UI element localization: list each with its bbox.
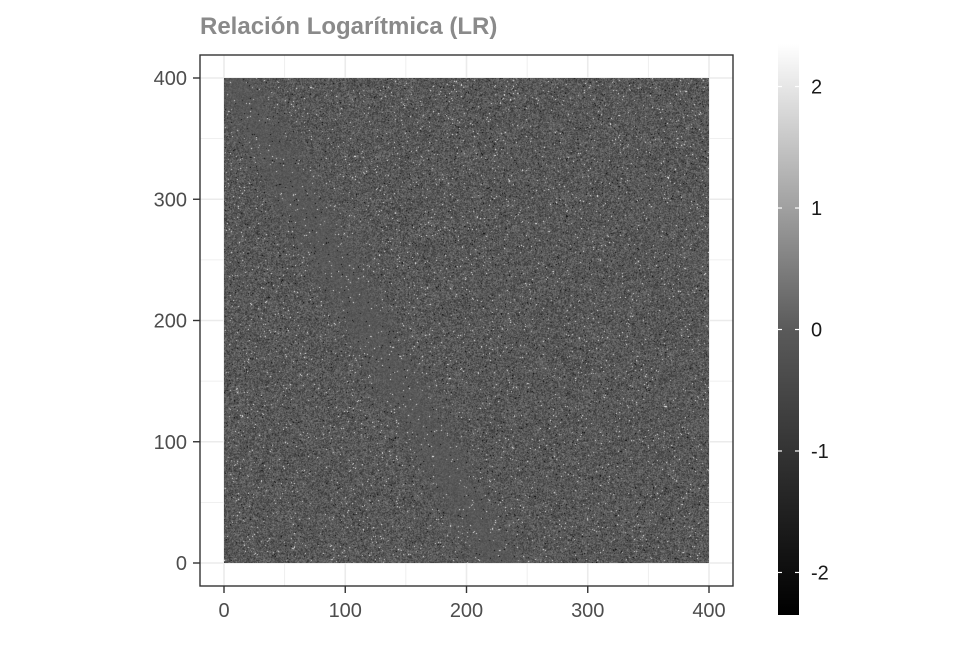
colorbar-label: -2 [811,562,829,584]
y-tick-label: 0 [176,553,187,575]
colorbar-label: 1 [811,198,822,220]
x-tick-label: 0 [218,600,229,622]
colorbar-label: 0 [811,320,822,342]
y-axis: 0 100 200 300 400 [154,68,200,575]
colorbar-label: 2 [811,77,822,99]
colorbar [778,44,799,615]
y-tick-label: 400 [154,68,187,90]
heatmap-image [224,78,709,563]
colorbar-ticks: 2 1 0 -1 -2 [778,77,829,584]
heatmap-raster [224,78,709,563]
x-tick-label: 100 [329,600,362,622]
x-tick-label: 400 [692,600,725,622]
chart-title: Relación Logarítmica (LR) [200,13,497,40]
x-axis: 0 100 200 300 400 [218,586,726,622]
y-tick-label: 100 [154,432,187,454]
x-tick-label: 200 [450,600,483,622]
x-tick-label: 300 [571,600,604,622]
y-tick-label: 300 [154,189,187,211]
y-tick-label: 200 [154,311,187,333]
colorbar-label: -1 [811,441,829,463]
